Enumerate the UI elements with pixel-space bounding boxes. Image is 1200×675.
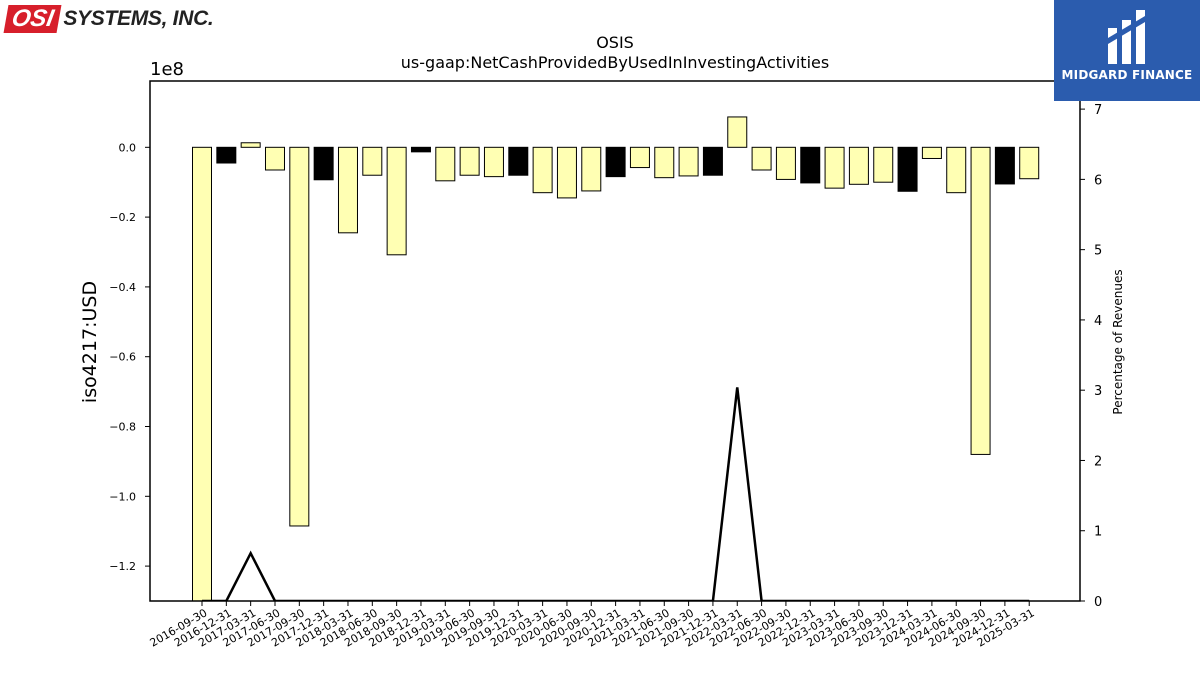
y-tick-label: −1.0 [109, 490, 136, 503]
y-axis-label: iso4217:USD [79, 281, 101, 403]
bar-2018-06-30 [362, 146, 383, 176]
bar-2022-06-30 [751, 146, 772, 171]
y2-tick-label: 4 [1094, 314, 1102, 329]
bar-2023-06-30 [848, 146, 869, 185]
bar-2019-09-30 [483, 146, 504, 178]
bar-2017-12-31 [313, 146, 334, 181]
bar-2021-09-30 [678, 146, 699, 177]
chart-title: OSIS [596, 33, 634, 52]
y2-tick-label: 7 [1094, 103, 1102, 118]
bar-2019-12-31 [508, 146, 529, 176]
y-axis-offset-text: 1e8 [150, 59, 184, 80]
y-tick-label: −0.4 [109, 281, 136, 294]
y2-tick-label: 2 [1094, 454, 1102, 469]
bar-2023-12-31 [897, 146, 918, 192]
brand-mark-icon [1108, 10, 1145, 64]
bar-2016-12-31 [216, 146, 237, 164]
y-tick-label: −0.6 [109, 351, 136, 364]
bar-2021-03-31 [629, 146, 650, 169]
bar-2019-06-30 [459, 146, 480, 176]
y-tick-label: −0.2 [109, 211, 136, 224]
y2-axis-label: Percentage of Revenues [1111, 269, 1125, 414]
bars-layer [192, 116, 1040, 602]
bar-2018-12-31 [410, 146, 431, 153]
bar-2024-06-30 [946, 146, 967, 194]
axes-layer: 0.0−0.2−0.4−0.6−0.8−1.0−1.2012345672016-… [109, 80, 1102, 650]
bar-2017-06-30 [264, 146, 285, 171]
y2-tick-label: 1 [1094, 525, 1102, 540]
plot-frame [149, 80, 1081, 602]
bar-2023-09-30 [873, 146, 894, 183]
y2-tick-label: 3 [1094, 384, 1102, 399]
chart-subtitle: us-gaap:NetCashProvidedByUsedInInvesting… [401, 53, 829, 72]
series-line-0 [202, 387, 1030, 601]
bar-2020-12-31 [605, 146, 626, 178]
y2-tick-label: 5 [1094, 244, 1102, 259]
brand-logo: MIDGARD FINANCE [1054, 0, 1200, 101]
bar-2024-03-31 [921, 146, 942, 159]
bar-2022-12-31 [800, 146, 821, 184]
bar-2017-09-30 [289, 146, 310, 527]
bar-2021-12-31 [702, 146, 723, 176]
company-logo: OSI SYSTEMS, INC. [3, 4, 214, 34]
company-logo-badge: OSI [3, 5, 62, 33]
y2-tick-label: 0 [1094, 595, 1102, 610]
company-logo-name: SYSTEMS, INC. [63, 7, 214, 30]
bar-2016-09-30 [192, 146, 212, 602]
bar-2022-09-30 [775, 146, 796, 180]
bar-2018-09-30 [386, 146, 407, 256]
bar-2022-03-31 [727, 116, 748, 148]
bar-2019-03-31 [435, 146, 456, 182]
bar-2024-12-31 [994, 146, 1015, 185]
bar-2017-03-31 [240, 142, 261, 148]
y-tick-label: −1.2 [109, 560, 136, 573]
y-tick-label: 0.0 [119, 141, 137, 154]
line-layer [202, 387, 1030, 601]
bar-2020-09-30 [581, 146, 602, 192]
y-tick-label: −0.8 [109, 421, 136, 434]
bar-2021-06-30 [654, 146, 675, 179]
y2-tick-label: 6 [1094, 173, 1102, 188]
bar-2024-09-30 [970, 146, 991, 455]
bar-2018-03-31 [337, 146, 358, 234]
bar-2020-03-31 [532, 146, 553, 194]
bar-2025-03-31 [1019, 146, 1040, 180]
brand-name: MIDGARD FINANCE [1061, 68, 1193, 82]
bar-2020-06-30 [556, 146, 577, 199]
bar-2023-03-31 [824, 146, 845, 189]
